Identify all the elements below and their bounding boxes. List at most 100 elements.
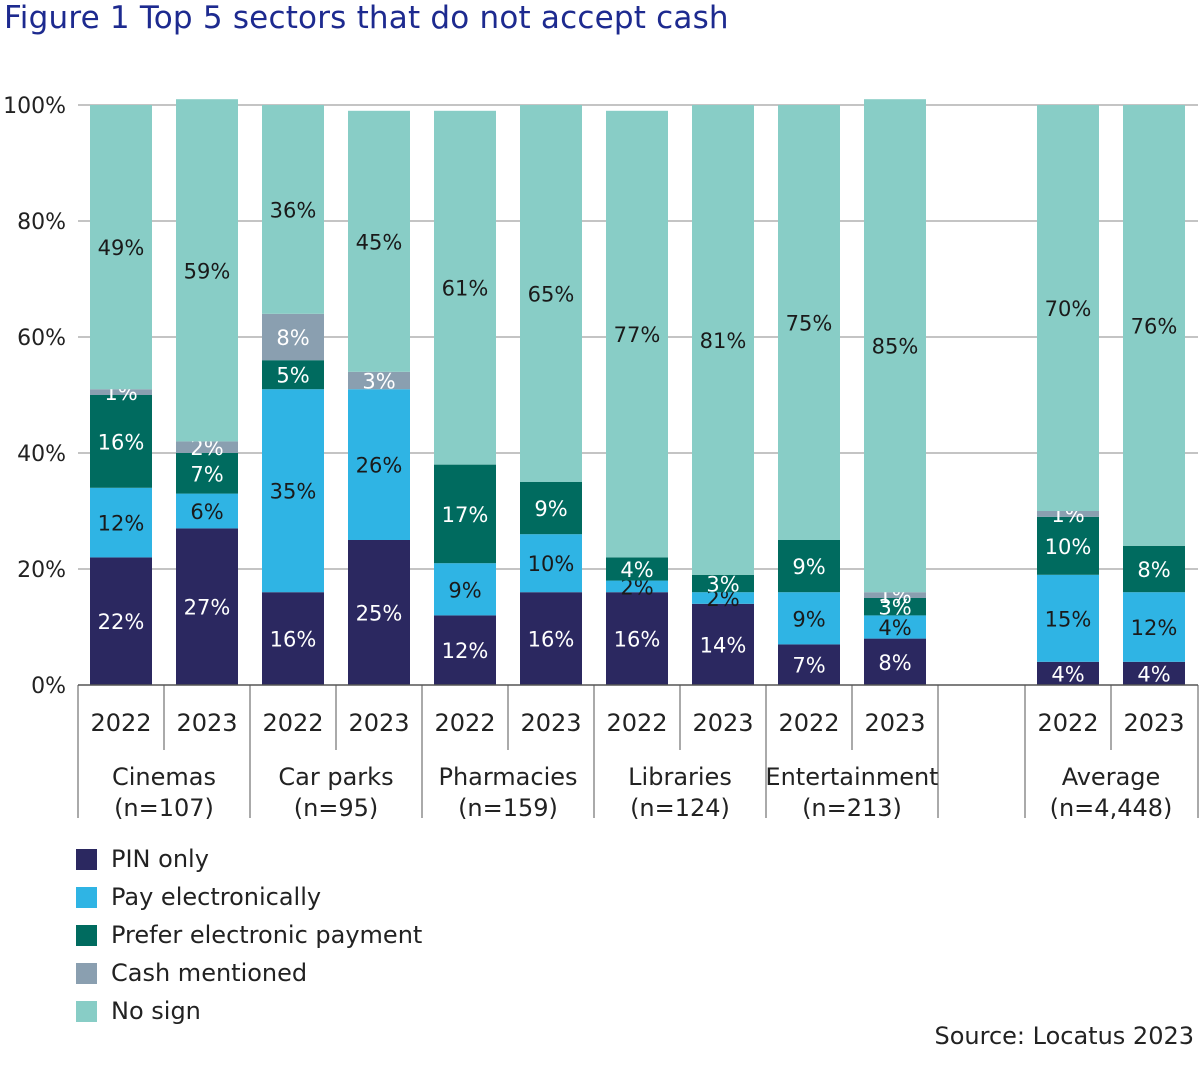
data-label: 4%	[1051, 662, 1084, 686]
bar-segment-pay-electronically	[176, 493, 238, 529]
y-tick-label: 20%	[17, 558, 66, 583]
bar-segment-no-sign	[1123, 105, 1185, 546]
category-n-label: (n=4,448)	[1050, 794, 1173, 822]
data-label: 16%	[270, 628, 317, 652]
data-label: 7%	[792, 654, 825, 678]
category-n-label: (n=213)	[802, 794, 902, 822]
y-tick-label: 60%	[17, 326, 66, 351]
data-label: 9%	[534, 497, 567, 521]
data-label: 26%	[356, 454, 403, 478]
data-label: 27%	[184, 596, 231, 620]
data-label: 75%	[786, 312, 833, 336]
bar-segment-pin-only	[864, 638, 926, 685]
bar-segment-no-sign	[1037, 105, 1099, 511]
data-label: 3%	[706, 573, 739, 597]
bar-segment-pay-electronically	[520, 534, 582, 593]
data-label: 36%	[270, 198, 317, 222]
bar-segment-pay-electronically	[90, 487, 152, 558]
y-tick-label: 0%	[31, 674, 66, 699]
bar-segment-prefer-electronic-payment	[864, 598, 926, 616]
data-label: 65%	[528, 283, 575, 307]
data-label: 16%	[528, 628, 575, 652]
bar-segment-pin-only	[90, 557, 152, 685]
data-label: 5%	[276, 364, 309, 388]
bar-segment-pin-only	[348, 540, 410, 685]
bar-segment-pin-only	[262, 592, 324, 685]
data-label: 8%	[878, 651, 911, 675]
bar-segment-prefer-electronic-payment	[606, 557, 668, 581]
data-label: 85%	[872, 335, 919, 359]
bar-segment-no-sign	[434, 110, 496, 465]
x-tick-label-year: 2023	[692, 709, 753, 737]
bar-segment-pay-electronically	[864, 615, 926, 639]
bar-segment-pay-electronically	[348, 389, 410, 540]
data-label: 8%	[276, 326, 309, 350]
axes: 0% 20% 40% 60% 80% 100% 2022 2023 Cinemas (n=107)…	[3, 94, 1199, 822]
bars: 22%12%16%1%49%27%6%7%2%59%16%35%5%8%36%2…	[90, 99, 1185, 686]
data-label: 16%	[614, 628, 661, 652]
data-label: 76%	[1131, 314, 1178, 338]
bar-segment-pay-electronically	[262, 389, 324, 593]
legend-swatch	[76, 962, 97, 984]
data-label: 59%	[184, 259, 231, 283]
bar-segment-prefer-electronic-payment	[692, 574, 754, 593]
bar-segment-prefer-electronic-payment	[1123, 545, 1185, 593]
data-label: 12%	[98, 512, 145, 536]
bar-segment-no-sign	[692, 105, 754, 575]
x-tick-label-year: 2023	[520, 709, 581, 737]
legend: PIN only Pay electronically Prefer electro…	[76, 840, 422, 1030]
legend-label: PIN only	[111, 845, 209, 873]
data-label: 49%	[98, 236, 145, 260]
bar-segment-prefer-electronic-payment	[434, 464, 496, 564]
bar-segment-pin-only	[692, 603, 754, 685]
bar-segment-pin-only	[1123, 661, 1185, 685]
legend-label: Cash mentioned	[111, 959, 308, 987]
category-label: Cinemas	[112, 763, 216, 791]
x-tick-label-year: 2022	[1037, 709, 1098, 737]
data-label: 9%	[448, 578, 481, 602]
bar-segment-prefer-electronic-payment	[262, 360, 324, 390]
bar-segment-prefer-electronic-payment	[176, 453, 238, 494]
category-n-label: (n=95)	[294, 794, 379, 822]
bar-segment-no-sign	[262, 105, 324, 314]
legend-item: No sign	[76, 992, 422, 1030]
legend-swatch	[76, 886, 97, 908]
data-label: 14%	[700, 633, 747, 657]
data-label: 35%	[270, 480, 317, 504]
bar-segment-pin-only	[1037, 661, 1099, 685]
bar-segment-no-sign	[90, 105, 152, 390]
data-label: 9%	[792, 607, 825, 631]
category-label: Pharmacies	[438, 763, 577, 791]
bar-segment-cash-mentioned	[176, 441, 238, 453]
category-n-label: (n=124)	[630, 794, 730, 822]
bar-segment-no-sign	[864, 99, 926, 593]
data-label: 3%	[362, 370, 395, 394]
x-tick-label-year: 2022	[434, 709, 495, 737]
stacked-bar-chart: 22%12%16%1%49%27%6%7%2%59%16%35%5%8%36%2…	[3, 94, 1199, 822]
legend-label: Prefer electronic payment	[111, 921, 423, 949]
bar-segment-cash-mentioned	[1037, 511, 1099, 517]
data-label: 12%	[1131, 616, 1178, 640]
data-label: 10%	[1045, 535, 1092, 559]
data-label: 45%	[356, 230, 403, 254]
category-label: Average	[1062, 763, 1161, 791]
bar-segment-prefer-electronic-payment	[520, 482, 582, 535]
bar-segment-pay-electronically	[1037, 574, 1099, 662]
bar-segment-pay-electronically	[434, 563, 496, 616]
bar-segment-pin-only	[520, 592, 582, 685]
legend-item: Pay electronically	[76, 878, 422, 916]
data-label: 6%	[190, 500, 223, 524]
bar-segment-pin-only	[778, 644, 840, 685]
data-label: 8%	[1137, 558, 1170, 582]
bar-segment-pay-electronically	[1123, 592, 1185, 662]
category-n-label: (n=107)	[114, 794, 214, 822]
bar-segment-cash-mentioned	[90, 389, 152, 395]
data-label: 10%	[528, 552, 575, 576]
chart-title: Figure 1 Top 5 sectors that do not accep…	[4, 0, 729, 36]
bar-segment-pin-only	[606, 592, 668, 685]
data-label: 70%	[1045, 297, 1092, 321]
category-label: Entertainment	[765, 763, 938, 791]
source-note: Source: Locatus 2023	[934, 1022, 1194, 1050]
x-tick-label-year: 2022	[606, 709, 667, 737]
bar-segment-pin-only	[434, 615, 496, 685]
